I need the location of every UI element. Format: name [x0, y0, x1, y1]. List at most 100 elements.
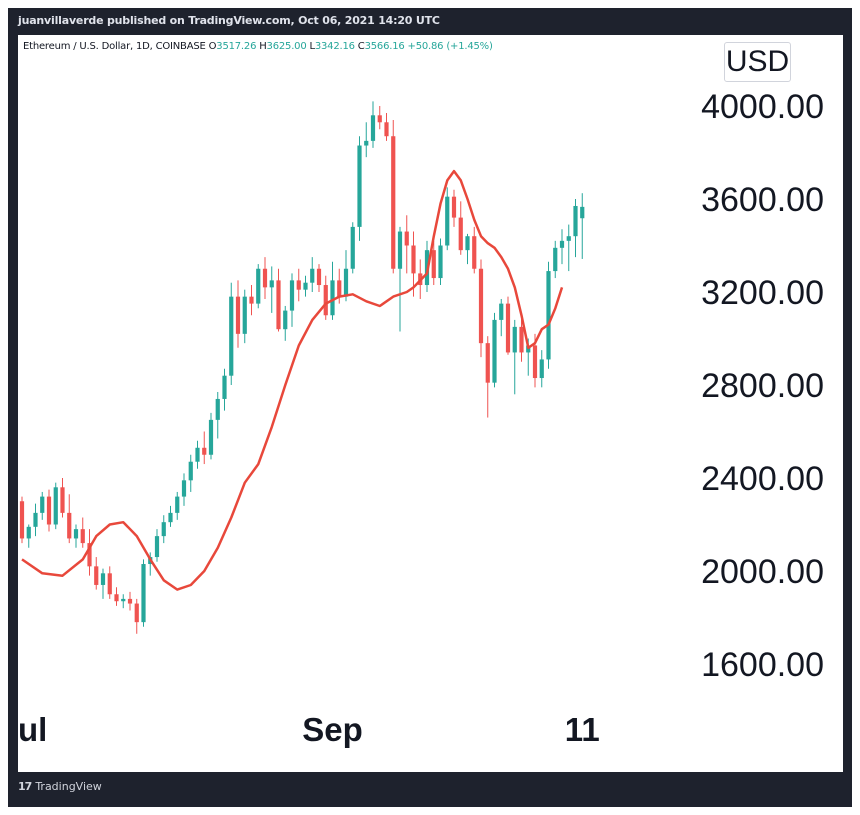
legend-open-label: O [208, 41, 217, 52]
candle-up [269, 280, 274, 288]
candle-up [350, 226, 355, 269]
candle-up [553, 247, 558, 272]
legend-low-value: 3342.16 [314, 41, 355, 52]
price-axis-label: 3600.00 [701, 181, 824, 219]
tradingview-logo: 17 [18, 780, 32, 793]
candle-up [229, 296, 234, 376]
candle-up [330, 280, 335, 316]
candle-down [107, 573, 112, 595]
candle-down [46, 496, 52, 525]
candle-down [249, 296, 254, 304]
candle-up [33, 512, 38, 527]
candle-up [168, 512, 173, 523]
chart-area[interactable]: 4000.00 3600.00 3200.00 2800.00 2400.00 2000.… [18, 35, 843, 772]
candle-down [19, 501, 25, 539]
time-axis-label: ul [18, 711, 47, 748]
candle-down [532, 345, 538, 379]
candle-up [445, 196, 450, 246]
candle-up [222, 375, 227, 399]
legend-open-value: 3517.26 [216, 41, 257, 52]
candle-down [519, 326, 524, 353]
candle-down [114, 594, 119, 602]
candle-up [161, 522, 166, 537]
candle-up [175, 496, 180, 513]
candle-up [499, 303, 504, 320]
candle-up [188, 461, 193, 481]
candle-down [472, 236, 477, 269]
candle-up [370, 115, 376, 141]
candle-up [256, 268, 261, 304]
candle-down [67, 512, 72, 539]
price-axis-label: 2000.00 [701, 553, 824, 591]
candle-down [235, 296, 241, 334]
legend-high-value: 3625.00 [266, 41, 307, 52]
legend-close-label: C [357, 41, 365, 52]
moving-average-line [21, 169, 564, 591]
candle-up [141, 564, 146, 623]
candle-down [411, 245, 416, 274]
candle-down [316, 268, 322, 286]
price-axis-label: 3200.00 [701, 274, 824, 312]
candle-down [134, 603, 139, 623]
chart-legend: Ethereum / U.S. Dollar, 1D, COINBASE O35… [23, 41, 493, 52]
legend-change: +50.86 (+1.45%) [407, 41, 493, 52]
candlestick-chart[interactable]: 4000.00 3600.00 3200.00 2800.00 2400.00 2000.… [18, 35, 843, 772]
candle-down [431, 250, 436, 279]
candle-down [391, 136, 396, 269]
candle-up [512, 326, 517, 353]
legend-high-label: H [259, 41, 267, 52]
candle-up [343, 268, 349, 297]
candle-up [310, 268, 315, 283]
currency-label[interactable]: USD [724, 42, 791, 82]
candle-up [303, 282, 308, 290]
candle-up [242, 296, 247, 334]
time-axis-label: 11 [565, 711, 600, 748]
candle-up [215, 398, 220, 420]
candle-down [404, 231, 409, 246]
price-axis-label: 2800.00 [701, 367, 824, 405]
candle-down [296, 280, 301, 290]
candle-down [202, 447, 207, 455]
candle-up [195, 447, 200, 462]
candle-up [573, 205, 578, 237]
candle-down [337, 280, 342, 297]
candle-down [458, 217, 463, 251]
candle-up [154, 536, 160, 558]
candle-up [53, 487, 58, 525]
candle-up [100, 573, 106, 585]
candle-down [384, 122, 389, 137]
candle-down [262, 268, 268, 288]
candle-down [80, 529, 85, 544]
candle-down [478, 268, 484, 344]
candle-up [357, 145, 362, 227]
candle-down [87, 543, 92, 567]
legend-low-label: L [309, 41, 315, 52]
candle-down [323, 285, 328, 316]
candle-up [539, 359, 544, 379]
candle-up [546, 271, 551, 360]
legend-symbol: Ethereum / U.S. Dollar, 1D, COINBASE [23, 41, 206, 52]
footer-brand: TradingView [35, 780, 102, 793]
candle-down [377, 115, 382, 123]
candle-up [181, 480, 187, 497]
candle-up [438, 245, 443, 279]
candle-up [208, 419, 214, 455]
candle-down [451, 196, 457, 218]
time-axis-label: Sep [302, 711, 363, 748]
candle-up [580, 206, 585, 219]
footer: 17 TradingView [18, 780, 102, 793]
candle-down [505, 303, 511, 353]
candle-up [26, 526, 31, 539]
candle-down [127, 598, 133, 604]
candle-up [121, 598, 126, 602]
candle-up [465, 236, 470, 251]
price-axis-label: 1600.00 [701, 646, 824, 684]
candle-up [559, 240, 565, 248]
candle-down [485, 343, 490, 383]
candle-down [60, 487, 65, 513]
publisher-header: juanvillaverde published on TradingView.… [18, 14, 440, 27]
candle-up [283, 310, 288, 330]
candle-up [289, 280, 295, 311]
candle-down [276, 280, 281, 330]
candle-up [566, 236, 571, 241]
